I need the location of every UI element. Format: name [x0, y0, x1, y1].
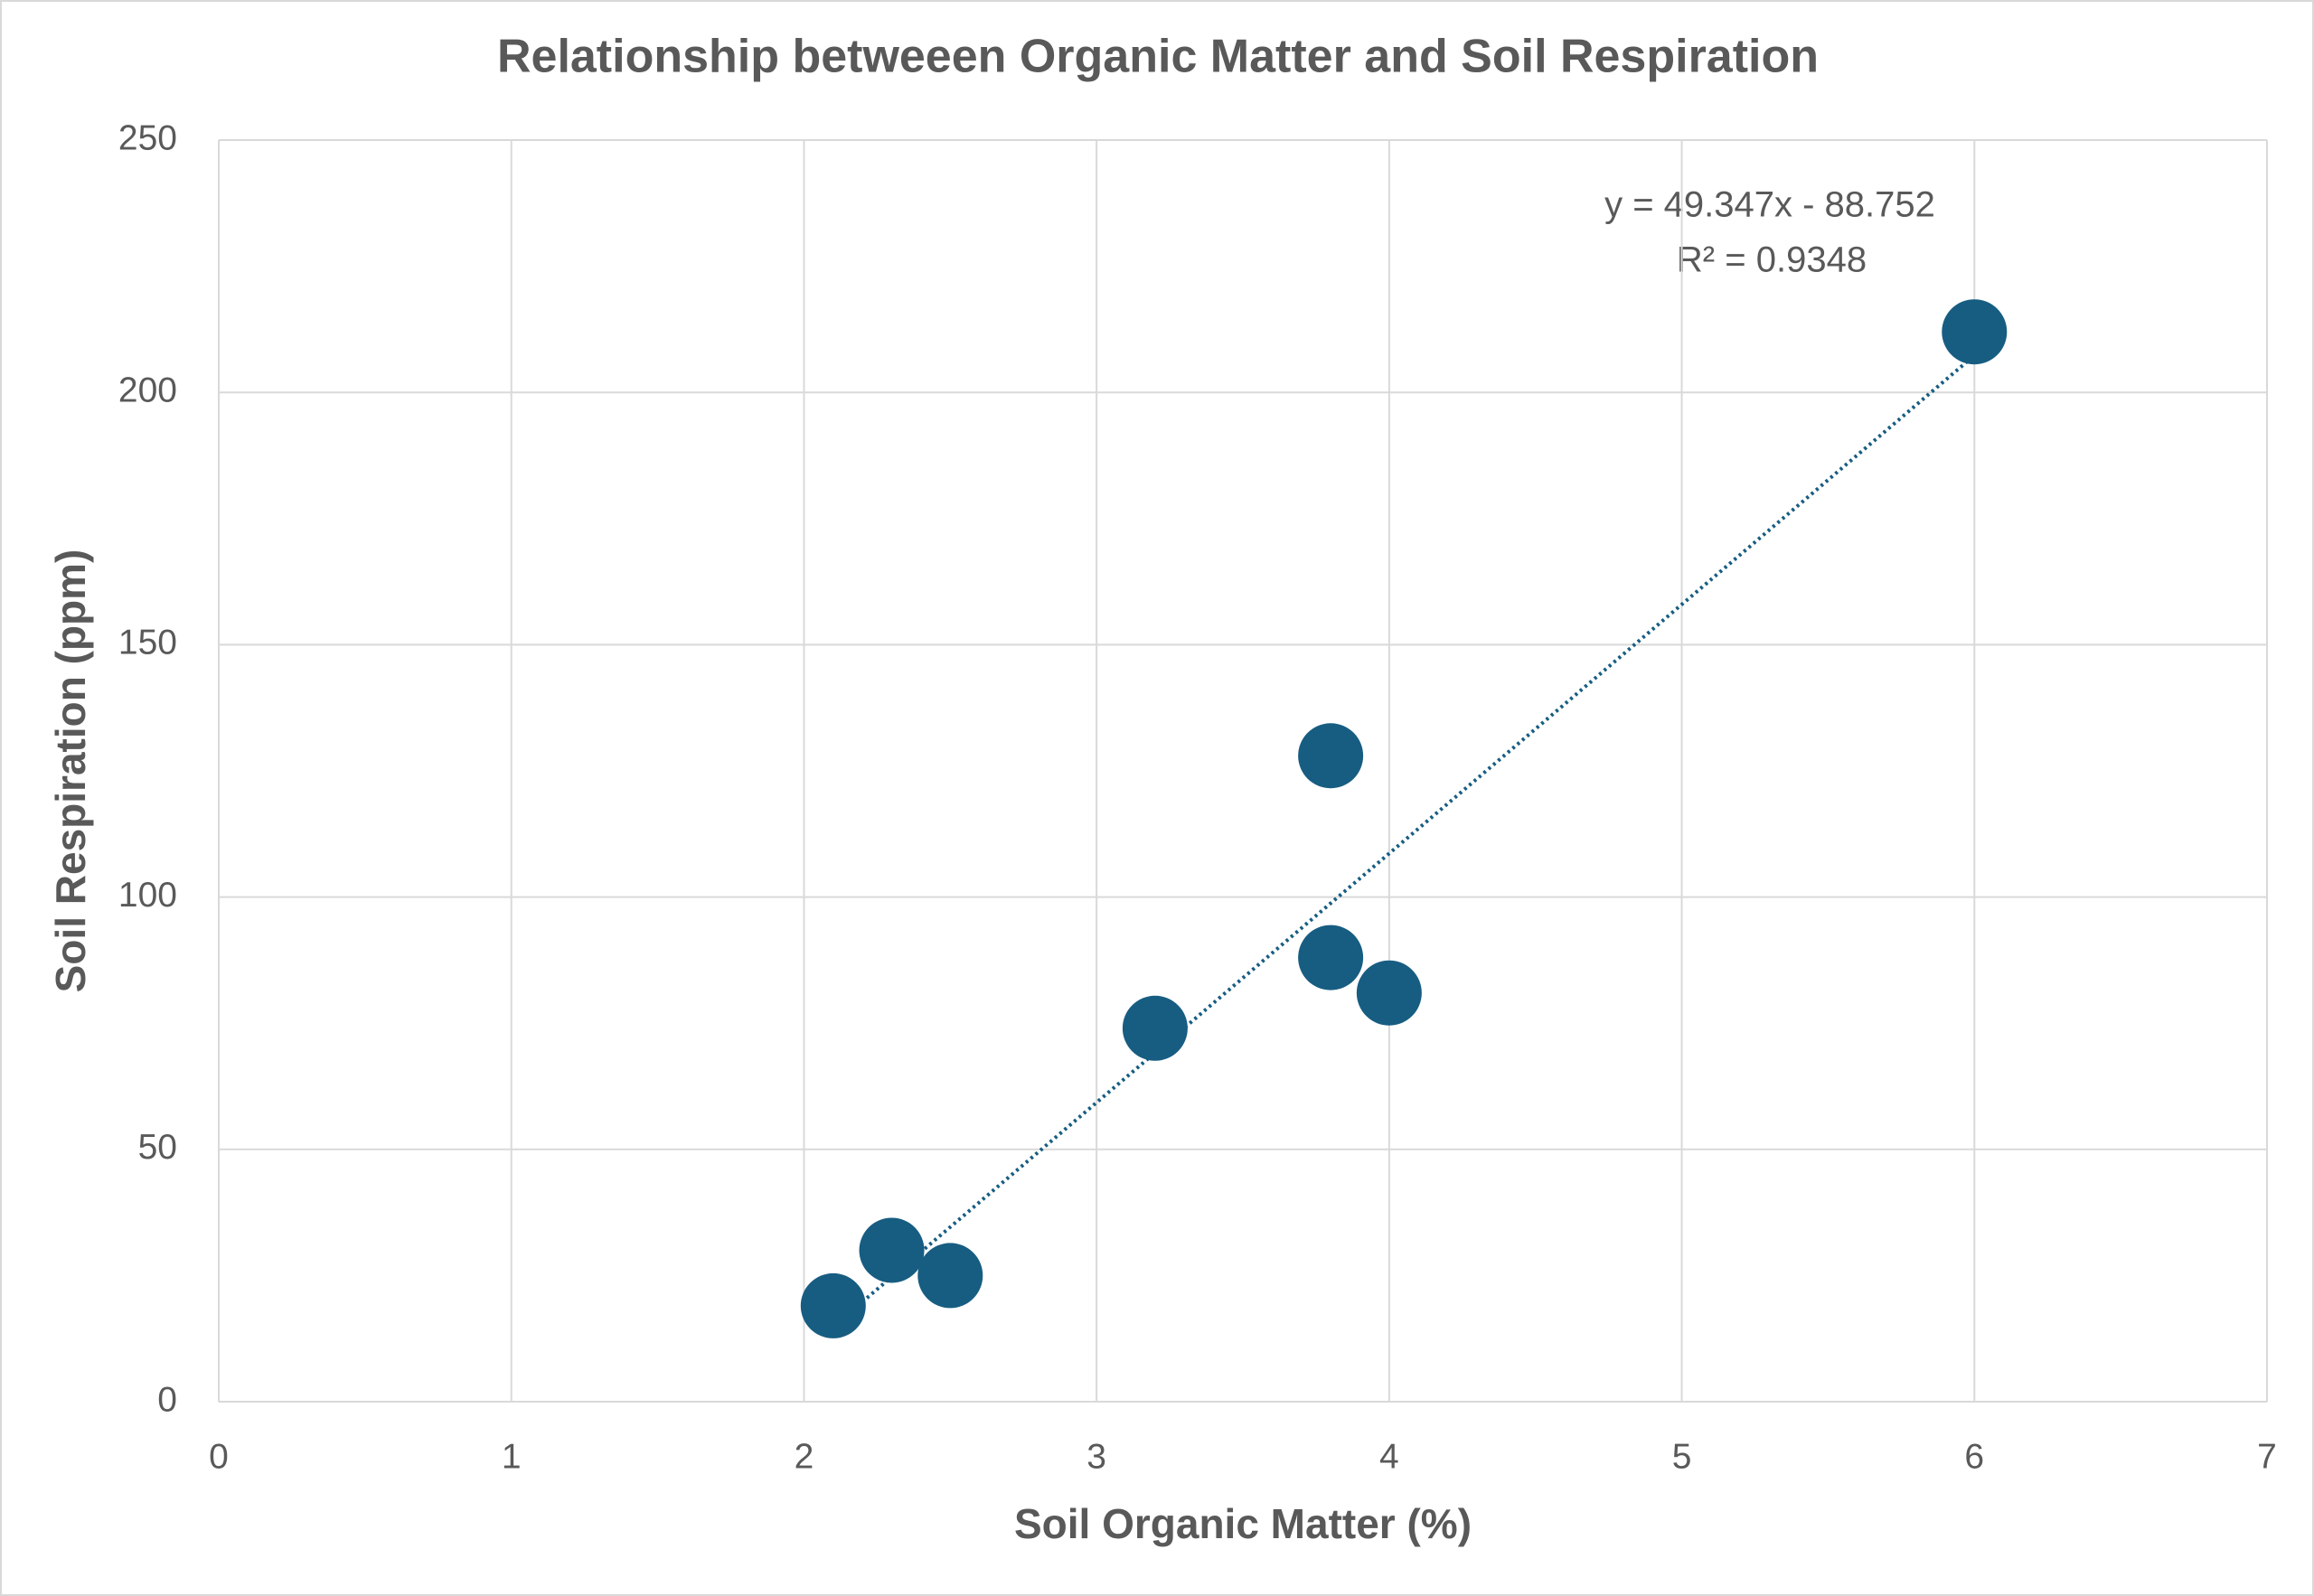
data-point: [1298, 723, 1364, 789]
data-point: [1298, 925, 1364, 990]
trendline-r-squared: R² = 0.9348: [1677, 240, 1867, 280]
data-point: [859, 1217, 925, 1283]
x-tick-label: 7: [2257, 1437, 2277, 1476]
x-tick-label: 3: [1086, 1437, 1106, 1476]
y-tick-label: 200: [118, 371, 177, 409]
x-tick-label: 4: [1379, 1437, 1399, 1476]
trendline: [832, 353, 1976, 1328]
y-tick-label: 150: [118, 624, 177, 662]
x-tick-label: 2: [795, 1437, 814, 1476]
trendline-equation: y = 49.347x - 88.752: [1604, 185, 1935, 225]
x-tick-label: 5: [1672, 1437, 1692, 1476]
data-point: [1122, 995, 1188, 1061]
y-tick-label: 50: [138, 1128, 177, 1167]
x-tick-label: 6: [1964, 1437, 1984, 1476]
chart-title: Relationship betweeen Organic Matter and…: [497, 31, 1819, 83]
x-tick-label: 0: [209, 1437, 229, 1476]
y-tick-label: 250: [118, 118, 177, 157]
x-tick-label: 1: [502, 1437, 522, 1476]
y-tick-label: 0: [157, 1380, 177, 1419]
y-tick-label: 100: [118, 876, 177, 915]
x-axis-title: Soil Organic Matter (%): [1014, 1500, 1472, 1547]
data-point: [1356, 960, 1422, 1026]
data-point: [917, 1243, 983, 1309]
data-point: [800, 1272, 866, 1338]
y-axis-title: Soil Respiration (ppm): [47, 549, 94, 993]
data-point: [1942, 299, 2008, 365]
